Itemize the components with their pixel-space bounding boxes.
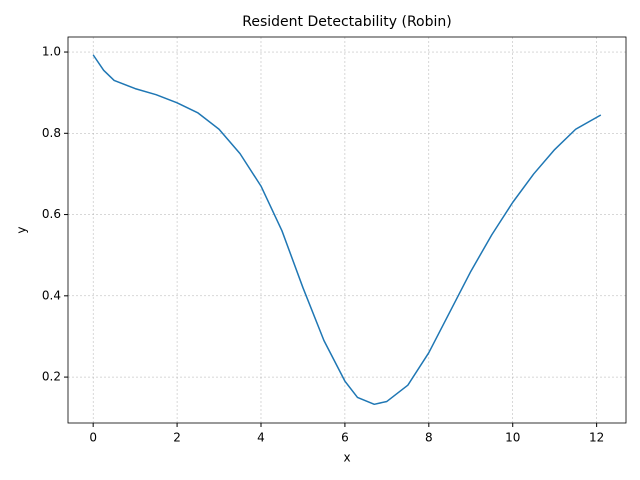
chart-title: Resident Detectability (Robin) bbox=[242, 14, 452, 30]
line bbox=[92, 54, 602, 406]
x-tick-label: 2 bbox=[173, 431, 181, 445]
y-tick-label: 0.2 bbox=[42, 370, 61, 384]
x-tick-label: 12 bbox=[589, 431, 604, 445]
x-tick-label: 4 bbox=[257, 431, 265, 445]
y-axis-label: y bbox=[15, 226, 29, 233]
x-tick-label: 0 bbox=[89, 431, 97, 445]
plot-frame bbox=[67, 36, 627, 424]
x-tick-label: 6 bbox=[341, 431, 349, 445]
x-tick-label: 8 bbox=[425, 431, 433, 445]
y-tick-label: 0.6 bbox=[42, 207, 61, 221]
x-axis-label: x bbox=[343, 451, 350, 465]
y-tick-label: 0.4 bbox=[42, 288, 61, 302]
y-tick-label: 0.8 bbox=[42, 126, 61, 140]
x-tick-label: 10 bbox=[505, 431, 520, 445]
y-tick-label: 1.0 bbox=[42, 45, 61, 59]
